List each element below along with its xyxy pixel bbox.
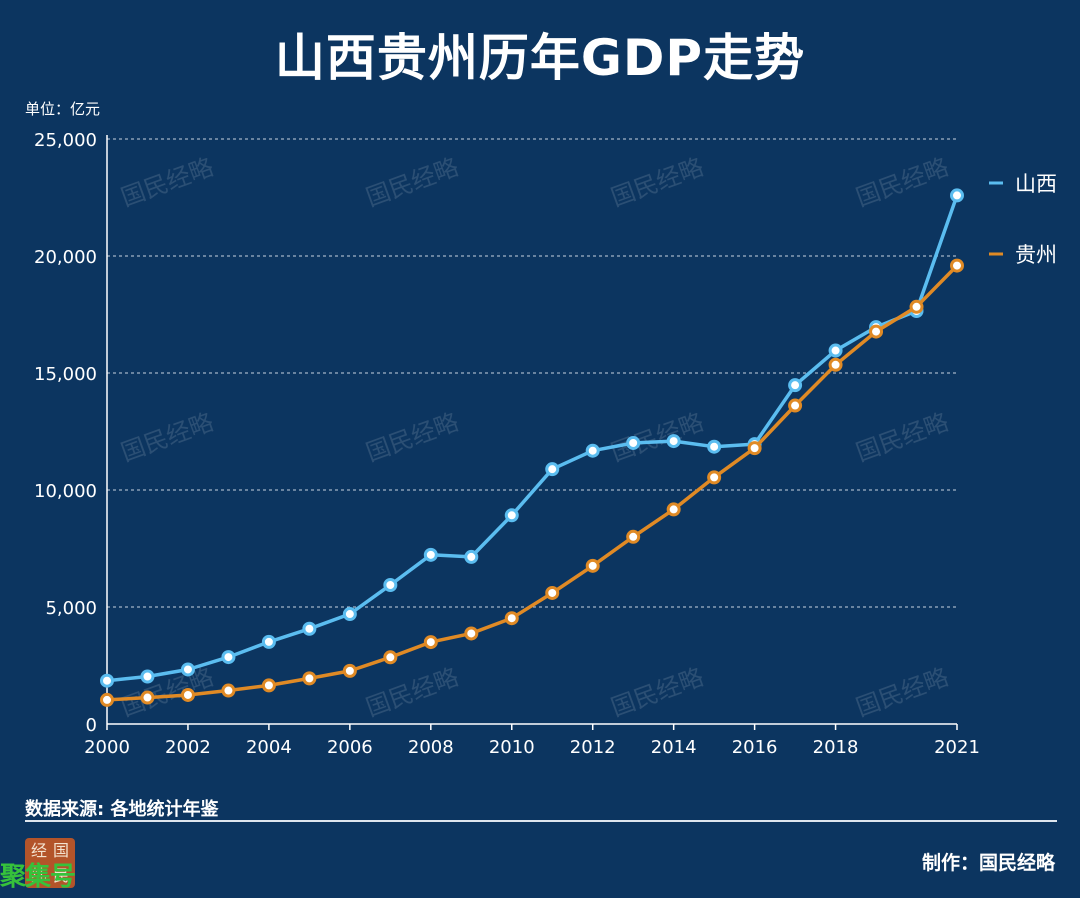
data-point	[585, 443, 600, 458]
data-point	[828, 343, 843, 358]
x-tick-label: 2016	[732, 737, 778, 758]
watermark-text: 国民经略	[362, 153, 462, 212]
x-tick-label: 2002	[165, 737, 211, 758]
data-point	[504, 611, 519, 626]
data-point	[100, 692, 114, 707]
source-label: 数据来源: 各地统计年鉴	[25, 799, 219, 820]
logo-char: 经	[30, 840, 47, 860]
data-point	[585, 558, 600, 573]
legend-label: 贵州	[1015, 243, 1057, 267]
data-point	[828, 357, 843, 372]
watermark-text: 国民经略	[852, 408, 952, 467]
data-point	[545, 462, 560, 477]
x-tick-label: 2008	[408, 737, 454, 758]
data-point	[423, 635, 438, 650]
x-tick-label: 2018	[813, 737, 859, 758]
chart-title: 山西贵州历年GDP走势	[274, 29, 806, 87]
data-point	[342, 663, 357, 678]
data-point	[140, 690, 155, 705]
y-tick-label: 25,000	[34, 130, 97, 151]
data-point	[464, 549, 479, 564]
data-point	[666, 502, 681, 517]
data-point	[869, 324, 884, 339]
unit-label: 单位：亿元	[25, 100, 101, 118]
watermark-text: 国民经略	[607, 153, 707, 212]
series-line	[106, 194, 959, 683]
data-point	[950, 258, 964, 273]
axes	[106, 135, 958, 730]
data-point	[221, 650, 236, 665]
data-point	[140, 669, 155, 684]
data-point	[302, 621, 317, 636]
watermark-text: 国民经略	[607, 663, 707, 722]
x-tick-label: 2021	[934, 737, 980, 758]
data-point	[747, 441, 762, 456]
data-point	[383, 578, 398, 593]
x-tick-label: 2014	[651, 737, 697, 758]
data-point	[950, 188, 964, 203]
data-point	[180, 662, 195, 677]
credit-label: 制作：国民经略	[921, 852, 1055, 874]
x-tick-label: 2006	[327, 737, 373, 758]
grid	[107, 138, 957, 608]
x-tick-label: 2004	[246, 737, 292, 758]
watermark-text: 国民经略	[362, 663, 462, 722]
watermark-text: 国民经略	[362, 408, 462, 467]
data-point	[626, 435, 641, 450]
logo-char: 纬	[30, 865, 47, 885]
tick-labels: 0 5,000 10,000 15,000 20,000 25,000 2000 2002 20…	[34, 130, 980, 758]
x-tick-label: 2012	[570, 737, 616, 758]
data-point	[545, 585, 560, 600]
watermark-text: 国民经略	[852, 153, 952, 212]
data-point	[626, 529, 641, 544]
y-tick-label: 5,000	[45, 598, 97, 619]
data-point	[180, 687, 195, 702]
data-point	[909, 299, 924, 314]
data-point	[788, 398, 803, 413]
legend: 山西贵州	[989, 172, 1057, 267]
data-point	[423, 547, 438, 562]
data-point	[788, 378, 803, 393]
data-point	[342, 607, 357, 622]
stamp-watermark: 聚集号	[0, 862, 76, 892]
watermark-text: 国民经略	[117, 153, 217, 212]
data-point	[302, 671, 317, 686]
watermark-text: 国民经略	[852, 663, 952, 722]
logo-char: 民	[52, 865, 69, 885]
data-point	[707, 470, 722, 485]
data-point	[504, 508, 519, 523]
y-tick-label: 15,000	[34, 364, 97, 385]
watermark-text: 国民经略	[117, 408, 217, 467]
legend-label: 山西	[1015, 172, 1057, 196]
data-point	[100, 673, 114, 688]
brand-logo: 经 国 纬 民	[25, 838, 75, 888]
watermark-text: 国民经略	[607, 408, 707, 467]
x-tick-label: 2000	[84, 737, 130, 758]
y-tick-label: 20,000	[34, 247, 97, 268]
series	[100, 188, 964, 707]
data-point	[261, 634, 276, 649]
data-point	[261, 678, 276, 693]
series-line	[106, 264, 959, 702]
data-point	[707, 439, 722, 454]
divider	[25, 820, 1057, 822]
data-point	[221, 683, 236, 698]
y-tick-label: 10,000	[34, 481, 97, 502]
logo-char: 国	[52, 840, 69, 860]
data-point	[666, 434, 681, 449]
data-point	[383, 650, 398, 665]
y-tick-label: 0	[86, 715, 97, 736]
x-tick-label: 2010	[489, 737, 535, 758]
data-point	[464, 626, 479, 641]
